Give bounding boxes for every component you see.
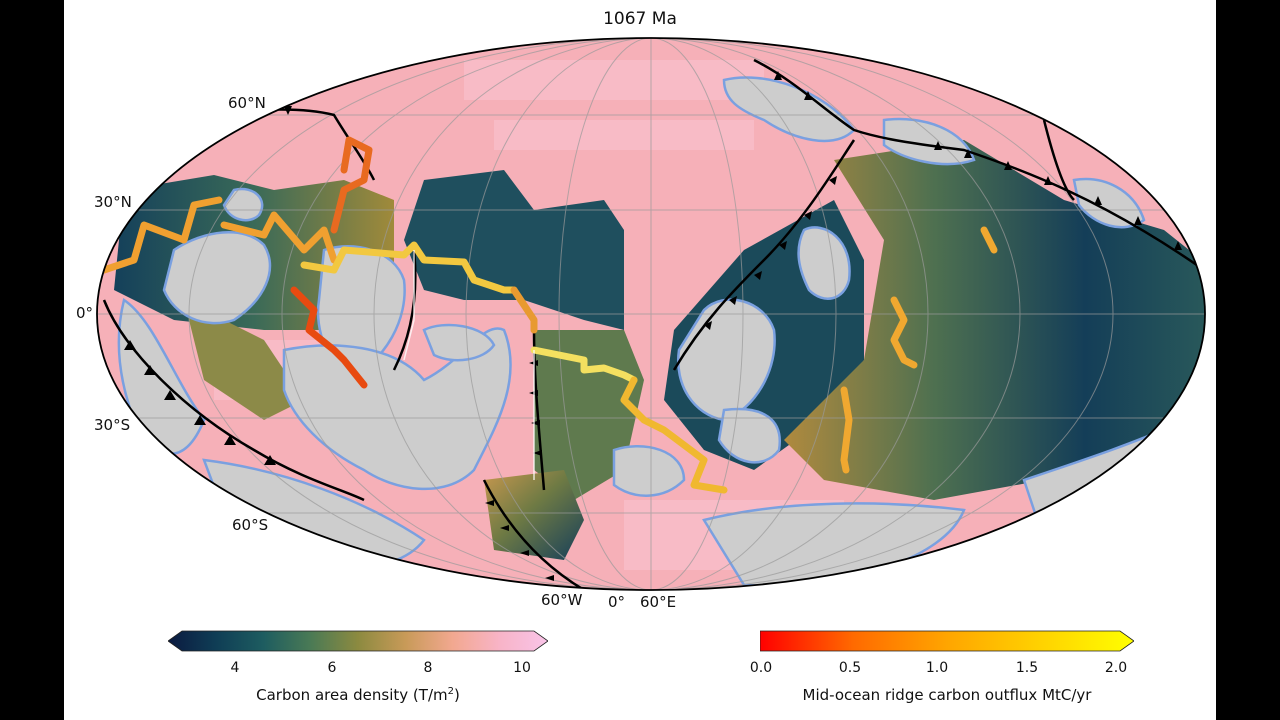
- continent-block: [1072, 177, 1146, 229]
- ridge-segment: [300, 241, 518, 294]
- continent-block: [882, 117, 976, 166]
- ridge-segment: [290, 286, 368, 389]
- colorbar-right-tick: 1.5: [1015, 660, 1039, 676]
- lon-label-60E: 60°E: [640, 593, 677, 611]
- colorbar-right-tick: 0.5: [838, 660, 862, 676]
- ridge-segment: [890, 296, 918, 369]
- lat-label-0: 0°: [76, 304, 94, 322]
- lat-label-30N: 30°N: [94, 193, 132, 211]
- map-title: 1067 Ma: [603, 9, 677, 29]
- colorbar-left-tick: 6: [327, 660, 337, 676]
- colorbar-left-tick: 8: [423, 660, 433, 676]
- map-surface: [97, 38, 1205, 590]
- ridge-segment: [620, 376, 728, 494]
- colorbar-carbon-density: [168, 630, 548, 652]
- mid-ocean-ridges: [100, 136, 998, 494]
- ridge-segment: [840, 386, 853, 474]
- ridge-outlines: [403, 250, 535, 480]
- continent-block: [282, 327, 512, 491]
- continent-block: [422, 323, 496, 362]
- graticule: [97, 38, 1205, 590]
- globe-outline: [96, 37, 1206, 591]
- colorbar-right-label: Mid-ocean ridge carbon outflux MtC/yr: [802, 686, 1092, 704]
- colorbar-left-tick: 4: [230, 660, 240, 676]
- colorbar-left-tick: 10: [513, 660, 531, 676]
- continent-block: [162, 231, 272, 325]
- ocean-bottom-band: [484, 470, 584, 560]
- continent-block: [222, 187, 264, 222]
- figure-frame: 1067 Ma: [64, 0, 1216, 720]
- ridge-segment: [980, 226, 998, 254]
- colorbar-right-tick: 2.0: [1104, 660, 1128, 676]
- ocean-bottom-left-band: [184, 300, 304, 420]
- ridge-segment: [220, 211, 338, 264]
- ridge-segment: [530, 346, 638, 384]
- colorbar-left-label: Carbon area density (T/m2): [256, 686, 460, 704]
- lat-label-60N: 60°N: [228, 94, 266, 112]
- lat-label-30S: 30°S: [94, 416, 131, 434]
- lon-label-0: 0°: [608, 593, 626, 611]
- ocean-right-band: [784, 140, 1205, 500]
- ridge-segment: [510, 286, 538, 334]
- ridge-segment: [100, 196, 223, 274]
- colorbar-ridge-outflux: [760, 630, 1134, 652]
- continent-block: [612, 445, 686, 497]
- colorbar-ridge-outflux-bar: [760, 630, 1134, 652]
- colorbar-right-tick: 0.0: [749, 660, 773, 676]
- colorbar-right-tick: 1.0: [925, 660, 949, 676]
- ridge-segment: [330, 136, 373, 234]
- continent-block: [702, 502, 966, 587]
- lon-label-60W: 60°W: [541, 591, 583, 609]
- mollweide-map[interactable]: [64, 0, 1216, 600]
- lat-label-60S: 60°S: [232, 516, 269, 534]
- colorbar-carbon-density-bar: [168, 630, 548, 652]
- continent-block: [722, 76, 856, 143]
